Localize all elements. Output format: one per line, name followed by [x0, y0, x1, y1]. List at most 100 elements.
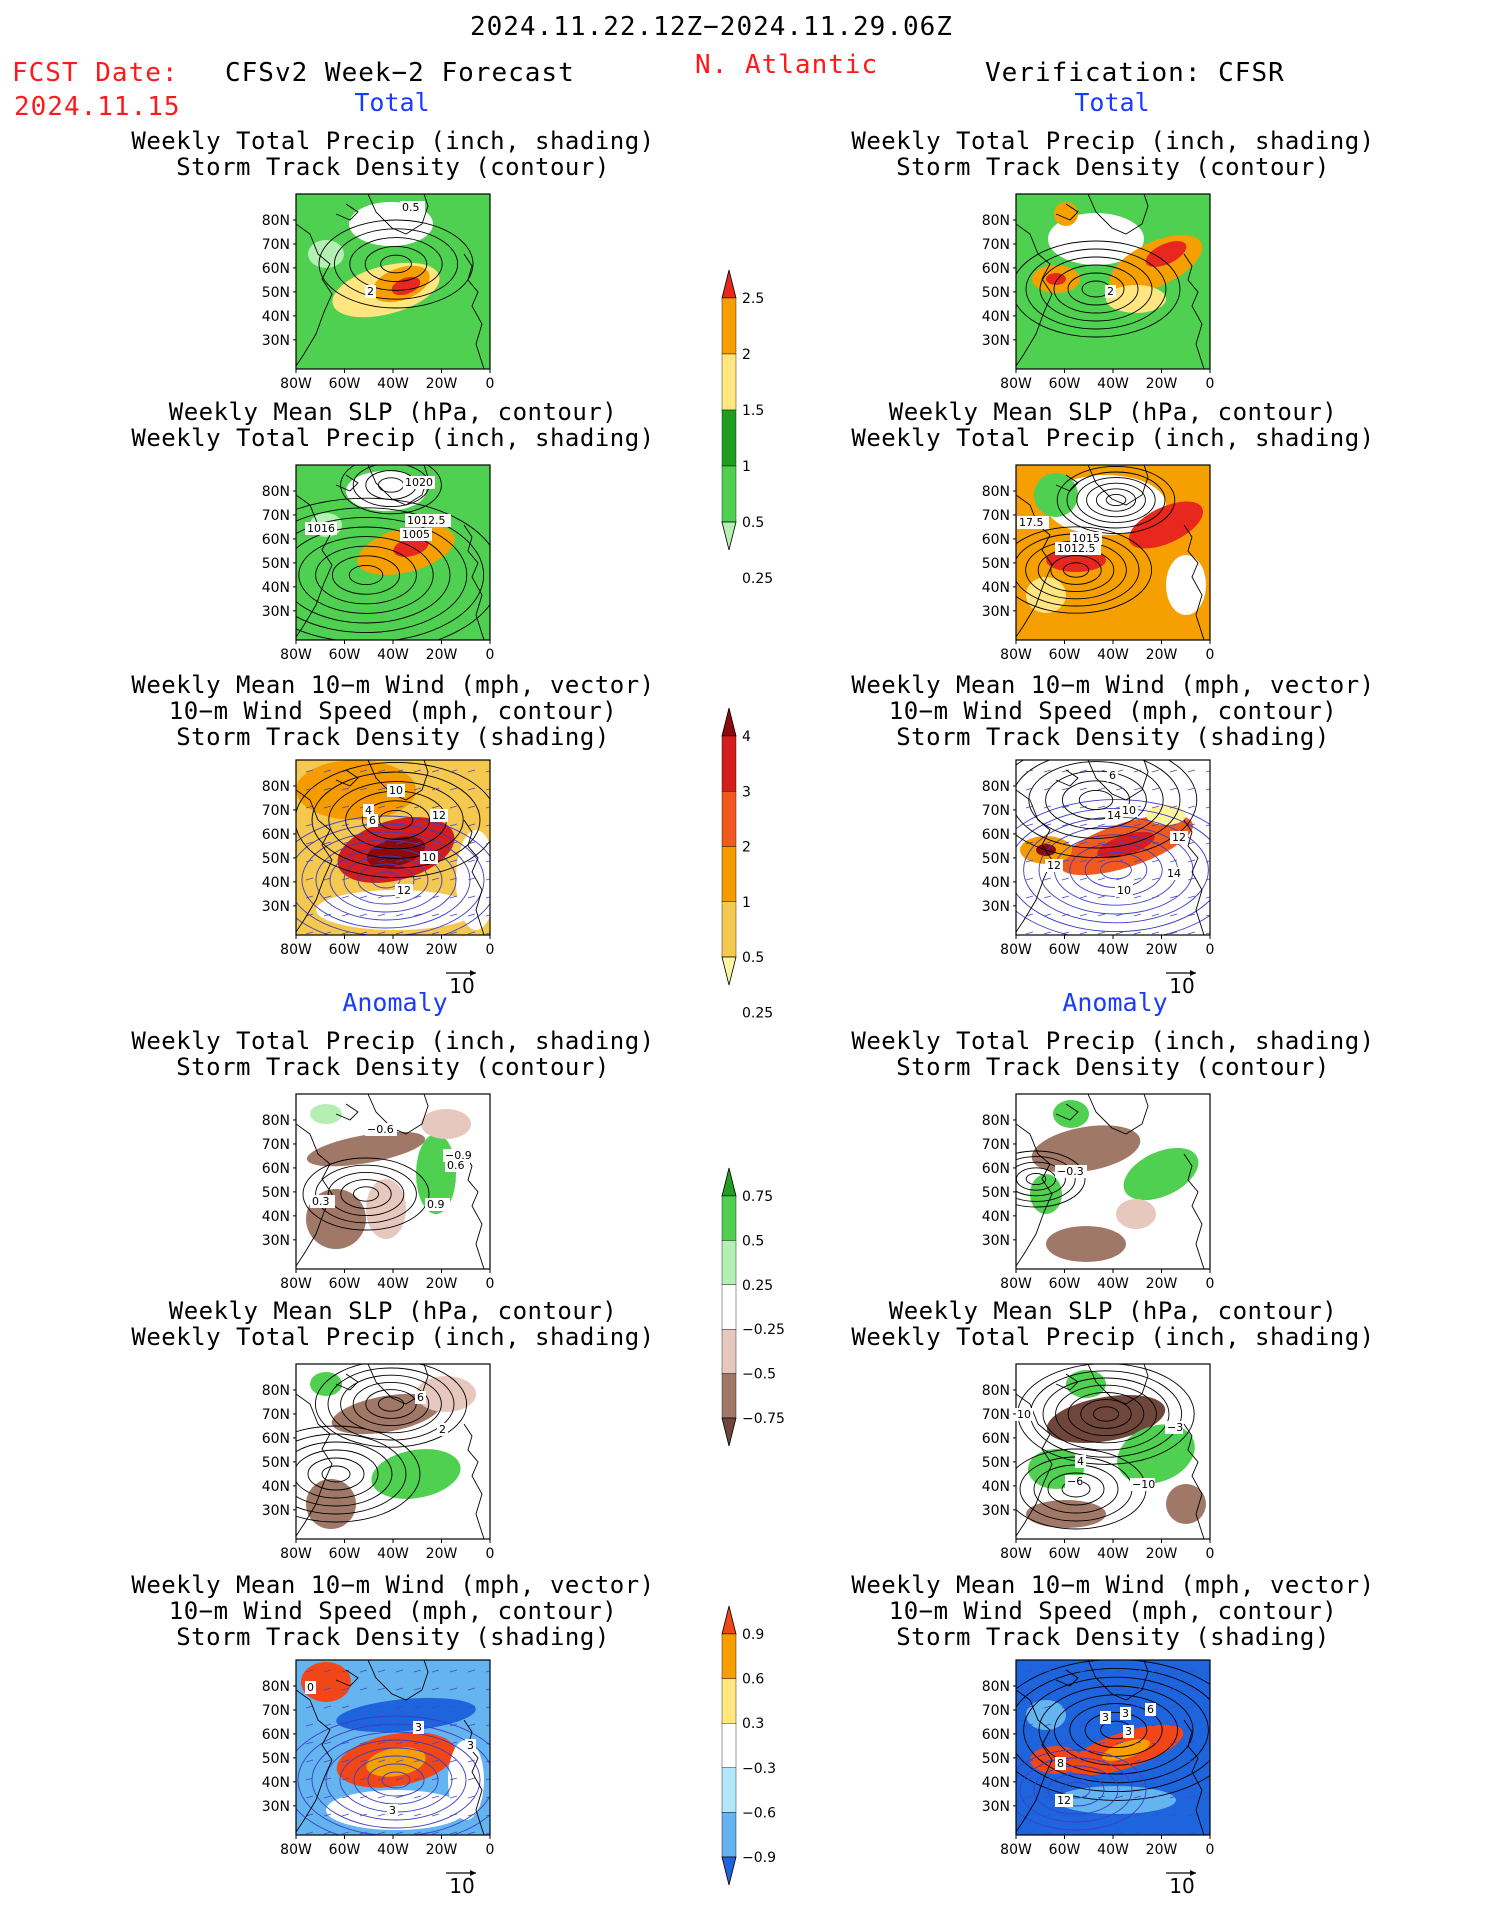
colorbar-segment [721, 1767, 737, 1813]
contour-label: 0 [305, 1681, 316, 1694]
contour-label: 17.5 [1017, 516, 1049, 529]
colorbar-label: 0.6 [742, 1672, 764, 1688]
wind-vector [395, 805, 404, 809]
reference-vector-label: 10 [1169, 1874, 1194, 1898]
lat-tick-label: 40N [982, 1479, 1010, 1495]
contour-label: 6 [1107, 769, 1118, 782]
wind-vector [323, 877, 332, 881]
wind-vector [449, 931, 458, 935]
panel-title-line: Weekly Mean SLP (hPa, contour) [888, 1297, 1338, 1325]
wind-vector [1133, 895, 1142, 899]
contour-label-text: 17.5 [1019, 516, 1044, 529]
wind-vector [1169, 1741, 1178, 1745]
lat-tick-label: 80N [982, 1679, 1010, 1695]
wind-vector [1079, 841, 1088, 845]
lat-tick-label: 30N [982, 1799, 1010, 1815]
wind-vector [1097, 1741, 1106, 1745]
colorbar-segment [721, 1328, 737, 1374]
wind-vector [1169, 1669, 1178, 1673]
contour-line [352, 1186, 380, 1202]
lon-tick-label: 80W [280, 942, 312, 958]
contour-label: 3 [465, 1739, 476, 1752]
wind-vector [1025, 931, 1034, 935]
coastline [335, 203, 359, 221]
wind-vector [1097, 1813, 1106, 1817]
wind-vector [1169, 1723, 1178, 1727]
lat-tick-label: 40N [982, 875, 1010, 891]
wind-vector [1115, 1831, 1124, 1835]
lon-tick-label: 0 [1206, 1546, 1215, 1562]
wind-vector [1079, 769, 1088, 773]
contour-line [315, 1164, 417, 1224]
map-panel-R4: −0.3 [1015, 1093, 1211, 1270]
lat-tick-label: 40N [262, 1479, 290, 1495]
wind-vector [1061, 1723, 1070, 1727]
contour-label: 6 [415, 1391, 426, 1404]
contour-line [1061, 780, 1131, 820]
wind-vector [1097, 877, 1106, 881]
wind-vector [341, 769, 350, 773]
wind-vector [1061, 859, 1070, 863]
contour-label-text: 3 [415, 1721, 422, 1734]
lon-tick-label: 80W [280, 376, 312, 392]
lat-tick-label: 30N [262, 604, 290, 620]
contour-label: 12 [1055, 1794, 1073, 1807]
contour-line [1055, 1384, 1157, 1444]
colorbar-label: 2 [742, 347, 751, 363]
shading-region [1053, 1100, 1089, 1128]
wind-vector [1151, 805, 1160, 809]
shading-region [1166, 555, 1206, 615]
lat-tick-label: 40N [982, 309, 1010, 325]
contour-label-text: 12 [1172, 831, 1186, 844]
wind-vector [413, 1795, 422, 1799]
contour-label-text: 0.9 [427, 1198, 445, 1211]
panel-title-line: Storm Track Density (contour) [896, 153, 1330, 181]
contour-label: 3 [413, 1721, 424, 1734]
shading-region [1106, 285, 1166, 313]
colorbar-label: 0.5 [742, 1233, 764, 1249]
wind-vector [1025, 823, 1034, 827]
lon-tick-label: 60W [329, 1546, 361, 1562]
wind-vector [1043, 841, 1052, 845]
coastline [1016, 1123, 1053, 1267]
wind-vector [341, 1831, 350, 1835]
lon-tick-label: 20W [1146, 647, 1178, 663]
contour-label-text: 0.3 [312, 1195, 330, 1208]
wind-vector [341, 805, 350, 809]
lon-tick-label: 40W [377, 1842, 409, 1858]
wind-vector [467, 769, 476, 773]
contour-label-text: 3 [1122, 1707, 1129, 1720]
wind-vector [1151, 895, 1160, 899]
contour-label-text: 2 [439, 1423, 446, 1436]
contour-line [1076, 477, 1156, 523]
wind-vector [341, 1741, 350, 1745]
wind-vector [359, 877, 368, 881]
colorbar-precip-total: 2.5 2 1.5 1 0.5 0.25 [721, 269, 773, 587]
wind-vector [467, 841, 476, 845]
contour-line [1047, 1773, 1105, 1807]
colorbar-segment [721, 1284, 737, 1330]
wind-vector [1025, 787, 1034, 791]
shading-region [336, 1697, 476, 1733]
reference-vector-head [1190, 970, 1196, 976]
wind-vector [377, 1831, 386, 1835]
colorbar-segment [721, 901, 737, 958]
wind-vector [1133, 823, 1142, 827]
wind-vector [1151, 1669, 1160, 1673]
wind-vector [1061, 787, 1070, 791]
contour-label-text: −3 [1167, 1421, 1183, 1434]
contour-label: 12 [1045, 859, 1063, 872]
lon-tick-label: 80W [1000, 376, 1032, 392]
panel-title-line: Storm Track Density (shading) [896, 723, 1330, 751]
contour-label: 8 [1055, 1757, 1066, 1770]
coastline [367, 194, 429, 235]
lon-tick-label: 60W [329, 1842, 361, 1858]
shading-region [416, 1376, 476, 1412]
wind-vector [431, 877, 440, 881]
wind-vector [1097, 769, 1106, 773]
wind-vector [323, 1795, 332, 1799]
wind-vector [305, 1741, 314, 1745]
wind-vector [395, 823, 404, 827]
contour-label: 3 [1120, 1707, 1131, 1720]
colorbar-label: 2.5 [742, 291, 764, 307]
